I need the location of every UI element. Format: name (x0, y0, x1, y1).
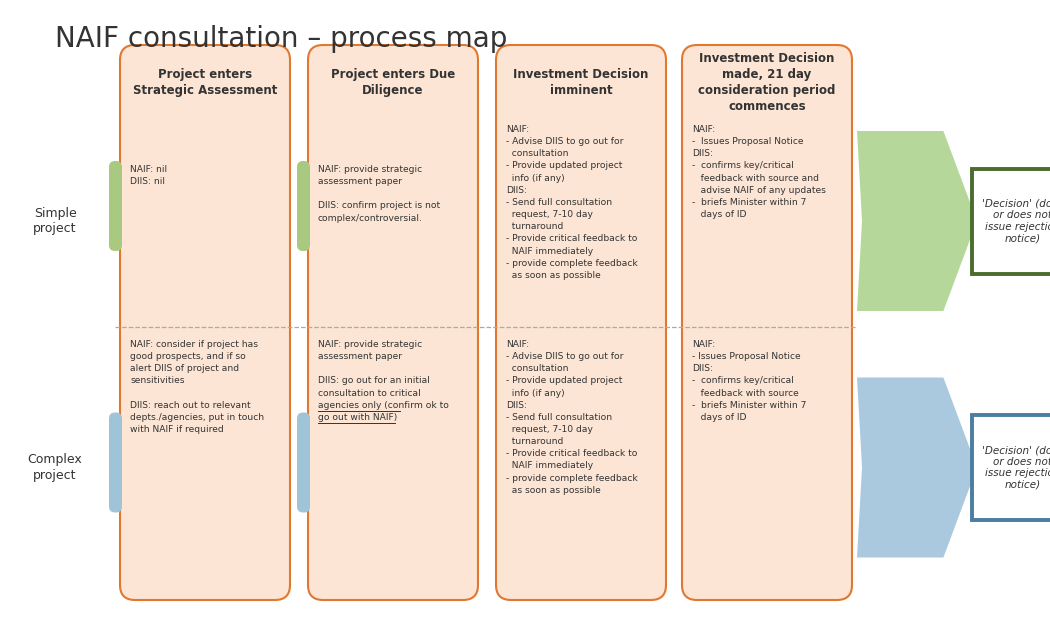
Text: Complex
project: Complex project (27, 454, 82, 481)
FancyBboxPatch shape (120, 45, 290, 600)
Text: NAIF: provide strategic
assessment paper

DIIS: confirm project is not
complex/c: NAIF: provide strategic assessment paper… (318, 165, 440, 222)
Text: NAIF: nil
DIIS: nil: NAIF: nil DIIS: nil (130, 165, 167, 186)
Text: NAIF:
- Advise DIIS to go out for
  consultation
- Provide updated project
  inf: NAIF: - Advise DIIS to go out for consul… (506, 340, 637, 495)
Text: NAIF:
- Issues Proposal Notice
DIIS:
-  confirms key/critical
   feedback with s: NAIF: - Issues Proposal Notice DIIS: - c… (692, 340, 806, 422)
Text: 'Decision' (does
or does not
issue rejection
notice): 'Decision' (does or does not issue rejec… (982, 198, 1050, 243)
FancyBboxPatch shape (496, 45, 666, 600)
FancyBboxPatch shape (109, 161, 122, 251)
Text: NAIF: provide strategic
assessment paper

DIIS: go out for an initial
consultati: NAIF: provide strategic assessment paper… (318, 340, 449, 422)
FancyBboxPatch shape (682, 45, 852, 600)
Text: 'Decision' (does
or does not
issue rejection
notice): 'Decision' (does or does not issue rejec… (982, 445, 1050, 490)
Text: NAIF:
- Advise DIIS to go out for
  consultation
- Provide updated project
  inf: NAIF: - Advise DIIS to go out for consul… (506, 125, 637, 280)
Text: Project enters
Strategic Assessment: Project enters Strategic Assessment (132, 68, 277, 97)
FancyBboxPatch shape (308, 45, 478, 600)
FancyBboxPatch shape (109, 413, 122, 512)
FancyBboxPatch shape (972, 415, 1050, 520)
Text: NAIF:
-  Issues Proposal Notice
DIIS:
-  confirms key/critical
   feedback with : NAIF: - Issues Proposal Notice DIIS: - c… (692, 125, 826, 219)
Text: Investment Decision
made, 21 day
consideration period
commences: Investment Decision made, 21 day conside… (698, 52, 836, 113)
Text: NAIF: consider if project has
good prospects, and if so
alert DIIS of project an: NAIF: consider if project has good prosp… (130, 340, 265, 434)
FancyBboxPatch shape (297, 161, 310, 251)
FancyBboxPatch shape (297, 413, 310, 512)
Text: Project enters Due
Diligence: Project enters Due Diligence (331, 68, 455, 97)
Polygon shape (857, 377, 976, 558)
Polygon shape (857, 131, 976, 311)
FancyBboxPatch shape (972, 168, 1050, 273)
Text: Investment Decision
imminent: Investment Decision imminent (513, 68, 649, 97)
Text: NAIF consultation – process map: NAIF consultation – process map (55, 25, 507, 53)
Text: Simple
project: Simple project (34, 207, 77, 235)
